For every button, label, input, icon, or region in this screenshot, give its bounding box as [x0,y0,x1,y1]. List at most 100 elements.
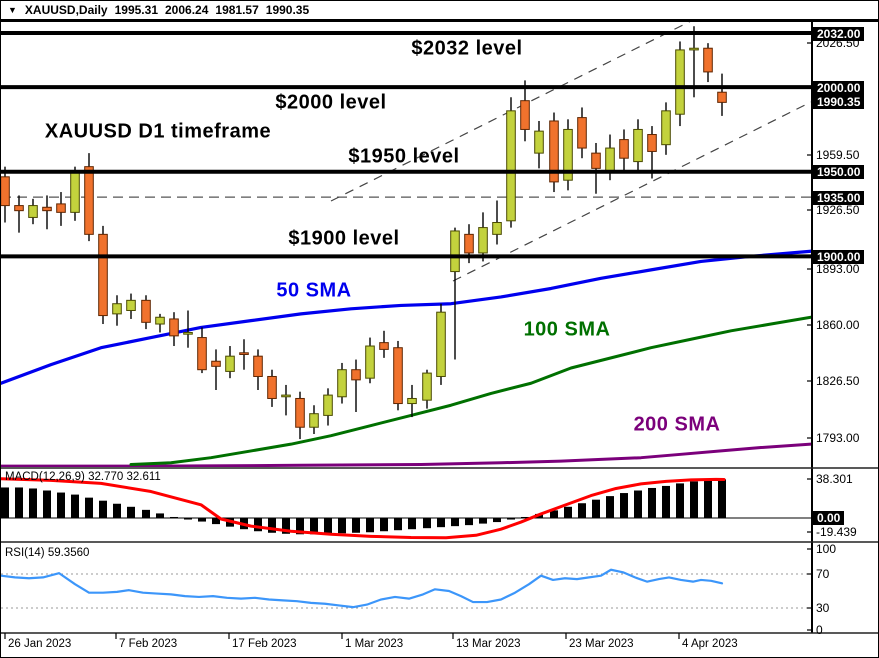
bullish-candle [70,171,80,213]
symbol-dropdown-icon[interactable]: ▼ [8,4,17,15]
bullish-candle [675,49,685,115]
bearish-candle [379,342,389,350]
price-scale-label: 1860.00 [816,318,860,332]
price-scale-label: 1893.00 [816,262,860,276]
macd-histogram-bar [85,497,93,518]
chart-annotation: $2032 level [411,37,523,60]
chart-annotation: 100 SMA [523,318,611,341]
bearish-candle [253,355,263,377]
bearish-candle [56,203,66,213]
rsi-panel[interactable] [1,568,811,609]
price-scale-label: 1826.50 [816,374,860,388]
macd-histogram-bar [451,518,459,527]
quote-high: 2006.24 [165,3,209,17]
price-scale-label: 70 [816,567,830,581]
macd-histogram-bar [564,506,572,518]
main-panel[interactable] [1,21,811,467]
channel-trendline [452,101,811,282]
bearish-candle [141,299,151,323]
bullish-candle [225,355,235,372]
bullish-candle [407,397,417,405]
chart-annotation: XAUUSD D1 timeframe [44,120,272,143]
macd-histogram-bar [648,487,656,518]
macd-histogram-bar [156,513,164,518]
bearish-candle [464,233,474,254]
price-scale-label: 2026.50 [816,36,860,50]
macd-histogram-bar [198,518,206,522]
bearish-candle [14,205,24,212]
macd-signal-line [1,477,726,540]
price-badge: 1935.00 [813,191,865,205]
bullish-candle [563,128,573,181]
time-axis-label: 7 Feb 2023 [119,638,178,650]
time-axis-label: 13 Mar 2023 [456,638,521,650]
chart-annotation: $1950 level [348,145,460,168]
bearish-candle [591,152,601,169]
macd-histogram-bar [592,499,600,518]
macd-histogram-bar [43,490,51,518]
bearish-candle [295,397,305,428]
bullish-candle [309,413,319,428]
macd-histogram-bar [493,518,501,523]
bullish-candle [436,311,446,377]
macd-histogram-bar [507,518,515,520]
bullish-candle [422,372,432,401]
macd-histogram-bar [324,518,332,534]
macd-histogram-bar [338,518,346,534]
bearish-candle [211,360,221,367]
macd-histogram-bar [296,518,304,535]
price-badge: 1990.35 [813,95,865,109]
price-scale-label: 0 [816,623,823,637]
macd-histogram-bar [606,496,614,518]
macd-histogram-bar [212,518,220,525]
macd-histogram-bar [29,488,37,518]
bullish-candle [478,227,488,254]
macd-histogram-bar [704,479,712,518]
bearish-candle [549,120,559,183]
chart-annotation: 200 SMA [633,413,721,436]
bearish-candle [520,100,530,130]
price-scale-label: -19.439 [816,525,857,539]
bullish-candle [492,222,502,235]
macd-panel[interactable] [1,477,811,540]
bearish-candle [619,139,629,159]
bearish-candle [717,91,727,103]
time-axis-label: 1 Mar 2023 [345,638,404,650]
macd-histogram-bar [282,518,290,534]
chart-title-bar: ▼ XAUUSD,Daily 1995.31 2006.24 1981.57 1… [1,1,878,22]
time-axis-label: 23 Mar 2023 [569,638,634,650]
macd-histogram-bar [479,518,487,524]
bullish-candle [337,369,347,398]
macd-histogram-bar [310,518,318,535]
chart-annotation: $1900 level [288,227,400,250]
macd-histogram-bar [352,518,360,533]
price-scale-label: 30 [816,601,830,615]
price-badge: 2000.00 [813,81,865,95]
macd-histogram-bar [380,518,388,532]
time-axis-label: 4 Apr 2023 [682,638,738,650]
bullish-candle [281,394,291,398]
price-badge: 1950.00 [813,165,865,179]
quote-open: 1995.31 [114,3,158,17]
bullish-candle [506,110,516,222]
macd-histogram-bar [465,518,473,526]
bearish-candle [703,47,713,73]
bullish-candle [126,299,136,311]
bullish-candle [450,230,460,273]
macd-histogram-bar [620,493,628,518]
bearish-candle [197,337,207,371]
bullish-candle [689,47,699,51]
price-scale-label: 38.301 [816,472,853,486]
macd-histogram-bar [408,518,416,530]
bullish-candle [633,128,643,163]
bullish-candle [323,394,333,416]
bullish-candle [605,147,615,173]
price-scale-label: 1926.50 [816,203,860,217]
chart-annotation: $2000 level [275,91,387,114]
macd-histogram-bar [366,518,374,533]
bearish-candle [267,375,277,399]
macd-histogram-bar [71,494,79,518]
macd-histogram-bar [57,492,65,518]
macd-histogram-bar [676,483,684,518]
